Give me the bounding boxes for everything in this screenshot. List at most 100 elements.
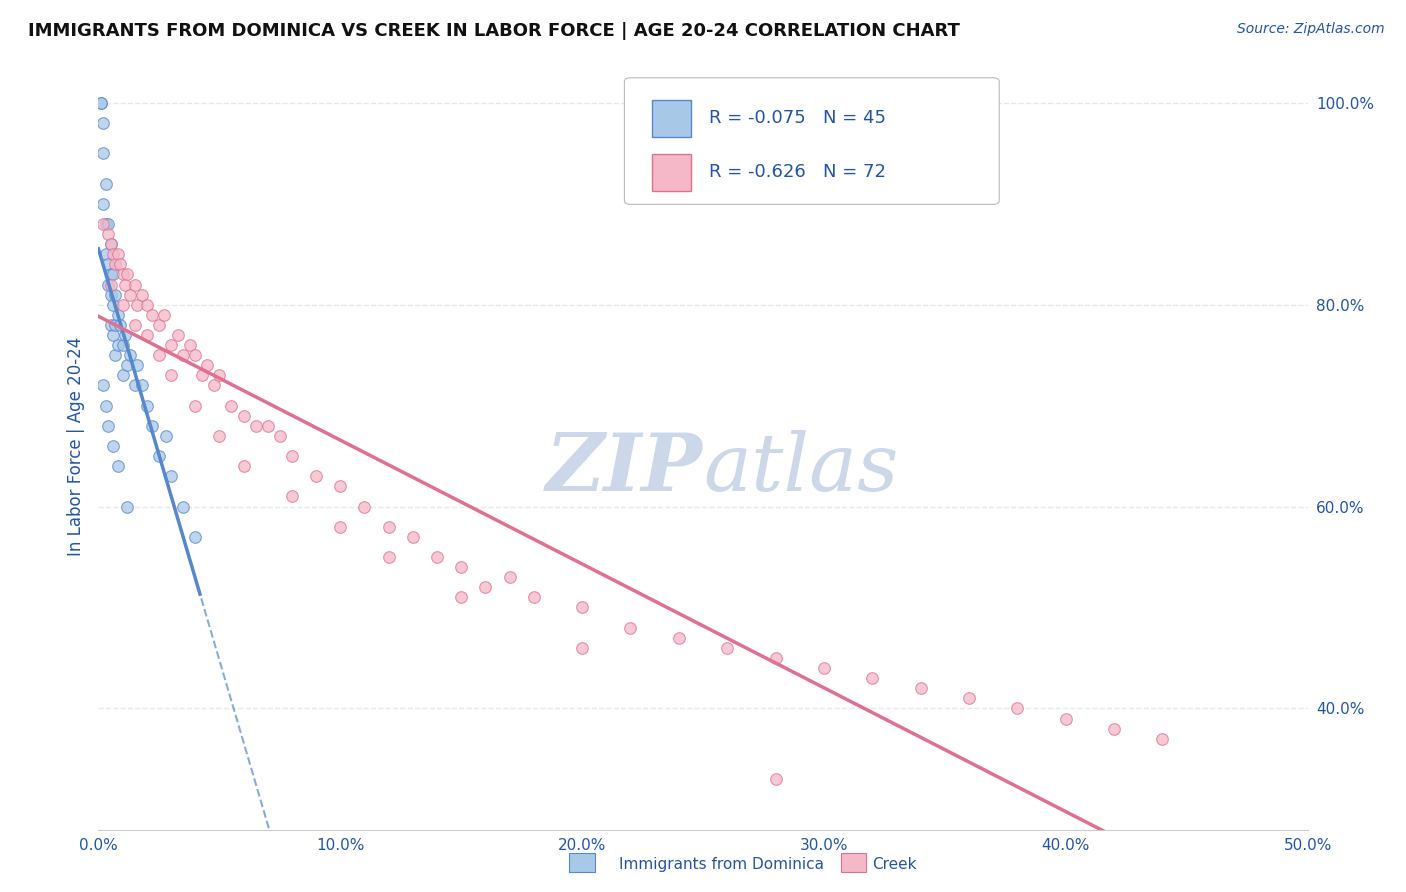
Point: [117, 268, 139, 282]
Point: [179, 338, 201, 352]
Point: [910, 681, 932, 696]
Point: [111, 338, 134, 352]
FancyBboxPatch shape: [624, 78, 1000, 204]
Text: Source: ZipAtlas.com: Source: ZipAtlas.com: [1237, 22, 1385, 37]
Point: [148, 449, 170, 463]
Point: [402, 530, 425, 544]
Point: [148, 318, 170, 332]
Point: [101, 268, 124, 282]
Point: [94, 247, 117, 261]
Point: [94, 177, 117, 191]
Bar: [569, 853, 595, 872]
Text: R = -0.075   N = 45: R = -0.075 N = 45: [709, 110, 886, 128]
Point: [245, 418, 267, 433]
Point: [765, 772, 787, 786]
Point: [498, 570, 520, 584]
Point: [135, 399, 157, 413]
Point: [124, 277, 146, 292]
Point: [131, 287, 153, 301]
Point: [191, 368, 214, 383]
Point: [204, 378, 226, 392]
Point: [117, 358, 139, 372]
Point: [208, 429, 231, 443]
Point: [91, 217, 114, 231]
Bar: [841, 853, 866, 872]
Point: [100, 287, 122, 301]
Point: [184, 348, 207, 362]
Point: [426, 549, 449, 564]
Point: [90, 95, 112, 110]
Point: [1054, 712, 1077, 726]
Point: [101, 247, 124, 261]
Point: [450, 560, 472, 574]
Point: [195, 358, 218, 372]
Point: [184, 399, 207, 413]
Point: [135, 328, 157, 343]
Point: [107, 459, 129, 474]
Point: [108, 257, 131, 271]
Point: [957, 691, 980, 706]
Text: Creek: Creek: [872, 857, 917, 872]
Point: [221, 399, 243, 413]
Point: [474, 580, 496, 594]
Point: [101, 439, 124, 453]
Point: [90, 95, 112, 110]
Point: [1007, 832, 1029, 847]
Point: [353, 500, 375, 514]
Point: [97, 418, 120, 433]
Point: [269, 429, 291, 443]
Point: [281, 449, 304, 463]
Point: [1102, 722, 1125, 736]
Point: [155, 429, 177, 443]
Point: [108, 318, 131, 332]
Point: [160, 368, 183, 383]
Point: [100, 237, 122, 252]
Point: [94, 217, 117, 231]
Point: [97, 227, 120, 241]
Point: [450, 591, 472, 605]
Point: [571, 600, 593, 615]
Point: [160, 338, 183, 352]
Point: [111, 368, 134, 383]
Point: [111, 298, 134, 312]
Point: [152, 308, 174, 322]
Point: [94, 399, 117, 413]
Point: [1007, 701, 1029, 715]
FancyBboxPatch shape: [652, 153, 690, 191]
Text: IMMIGRANTS FROM DOMINICA VS CREEK IN LABOR FORCE | AGE 20-24 CORRELATION CHART: IMMIGRANTS FROM DOMINICA VS CREEK IN LAB…: [28, 22, 960, 40]
Point: [127, 298, 149, 312]
Point: [135, 298, 157, 312]
Point: [160, 469, 183, 483]
Point: [101, 328, 124, 343]
Point: [523, 591, 546, 605]
Point: [124, 378, 146, 392]
Point: [100, 237, 122, 252]
Point: [184, 530, 207, 544]
Point: [104, 287, 127, 301]
Point: [100, 268, 122, 282]
Point: [256, 418, 278, 433]
Point: [118, 348, 141, 362]
Point: [117, 500, 139, 514]
Point: [232, 459, 254, 474]
Point: [91, 146, 114, 161]
Text: atlas: atlas: [703, 430, 898, 508]
Point: [172, 348, 194, 362]
Point: [281, 490, 304, 504]
Point: [114, 328, 136, 343]
Point: [208, 368, 231, 383]
Point: [619, 621, 641, 635]
Point: [377, 549, 399, 564]
Point: [813, 661, 835, 675]
Point: [172, 500, 194, 514]
Point: [114, 277, 136, 292]
Point: [107, 247, 129, 261]
Point: [1152, 731, 1174, 746]
Point: [104, 348, 127, 362]
Point: [91, 378, 114, 392]
Point: [148, 348, 170, 362]
Text: Immigrants from Dominica: Immigrants from Dominica: [619, 857, 824, 872]
Point: [111, 268, 134, 282]
Point: [107, 308, 129, 322]
Point: [329, 479, 352, 493]
